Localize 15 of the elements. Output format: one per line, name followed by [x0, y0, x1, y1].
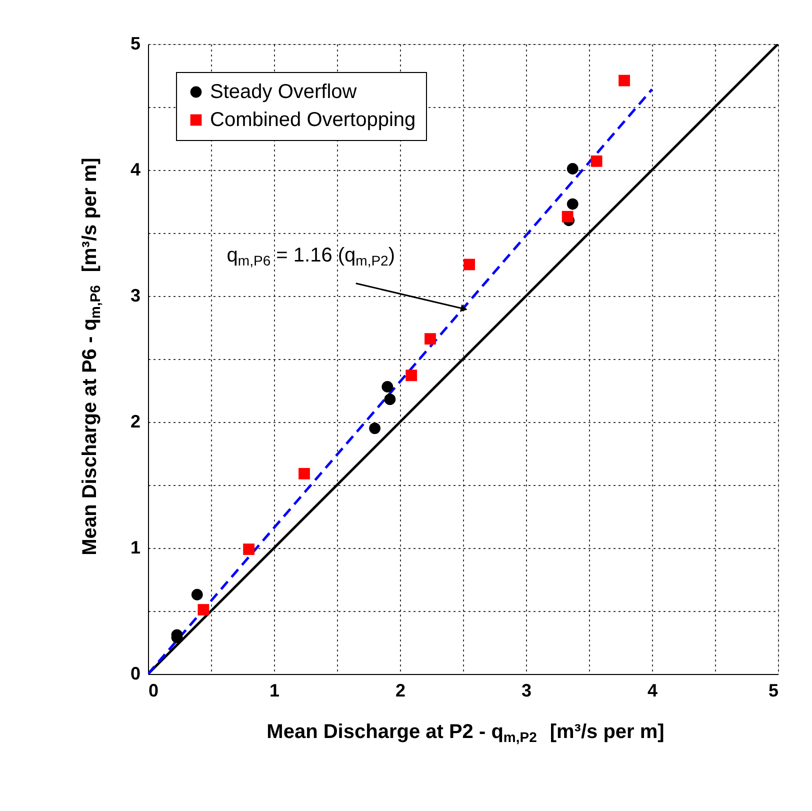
legend-label: Combined Overtopping: [210, 109, 416, 131]
x-tick-label: 0: [148, 680, 159, 700]
y-tick-label: 3: [130, 286, 140, 306]
x-tick-label: 3: [521, 680, 532, 700]
x-tick-label: 4: [647, 680, 658, 700]
x-tick-label: 5: [768, 680, 778, 700]
legend-label: Steady Overflow: [210, 81, 358, 103]
y-tick-label: 4: [130, 160, 140, 180]
x-tick-label: 2: [395, 680, 406, 700]
y-tick-label: 5: [130, 34, 140, 54]
y-tick-label: 1: [130, 538, 140, 558]
y-axis-title: Mean Discharge at P6 - qm,P6 [m³/s per m]: [79, 158, 103, 556]
y-tick-label: 2: [130, 412, 140, 432]
y-tick-label: 0: [130, 664, 140, 684]
x-tick-label: 1: [269, 680, 280, 700]
